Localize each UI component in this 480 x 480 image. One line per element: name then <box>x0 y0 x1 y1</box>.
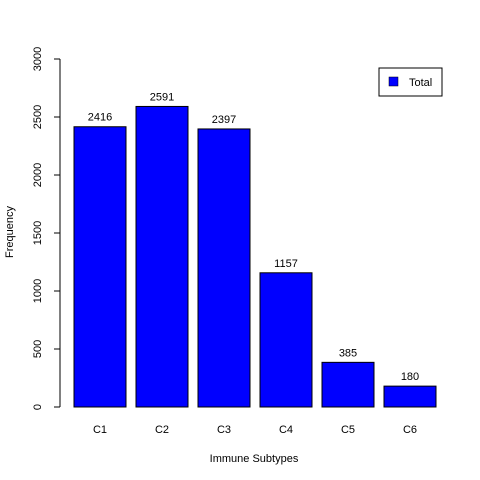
bar-c2 <box>135 105 189 408</box>
bar-c1 <box>73 126 127 408</box>
legend-label-total: Total <box>409 77 432 89</box>
bar-c6 <box>383 385 437 408</box>
y-tick-label: 1000 <box>32 279 44 303</box>
legend: Total <box>378 67 443 97</box>
x-tick-label-c2: C2 <box>155 424 169 436</box>
data-labels: 2416 2591 2397 1157 385 180 <box>88 91 419 383</box>
y-tick-label: 0 <box>32 404 44 410</box>
x-tick-label-c4: C4 <box>279 424 293 436</box>
data-label-c2: 2591 <box>150 91 174 103</box>
y-axis-title: Frequency <box>4 206 16 258</box>
data-label-c6: 180 <box>401 371 419 383</box>
bar-c3 <box>197 128 251 408</box>
bar-c5 <box>321 361 375 408</box>
y-tick-label: 1500 <box>32 221 44 245</box>
bar-series-total <box>73 105 437 408</box>
y-tick-label: 3000 <box>32 47 44 71</box>
y-axis: 0 500 1000 1500 2000 2500 3000 <box>32 47 61 410</box>
legend-swatch-total <box>388 76 399 87</box>
data-label-c1: 2416 <box>88 112 112 124</box>
x-tick-labels: C1 C2 C3 C4 C5 C6 <box>93 424 417 436</box>
legend-box <box>378 67 443 97</box>
x-tick-label-c5: C5 <box>341 424 355 436</box>
data-label-c4: 1157 <box>274 258 298 270</box>
y-tick-label: 2000 <box>32 163 44 187</box>
x-tick-label-c6: C6 <box>403 424 417 436</box>
x-axis-title: Immune Subtypes <box>210 453 299 465</box>
data-label-c5: 385 <box>339 347 357 359</box>
x-tick-label-c1: C1 <box>93 424 107 436</box>
y-tick-label: 2500 <box>32 105 44 129</box>
data-label-c3: 2397 <box>212 114 236 126</box>
bar-c4 <box>259 272 313 408</box>
x-tick-label-c3: C3 <box>217 424 231 436</box>
y-tick-label: 500 <box>32 340 44 358</box>
